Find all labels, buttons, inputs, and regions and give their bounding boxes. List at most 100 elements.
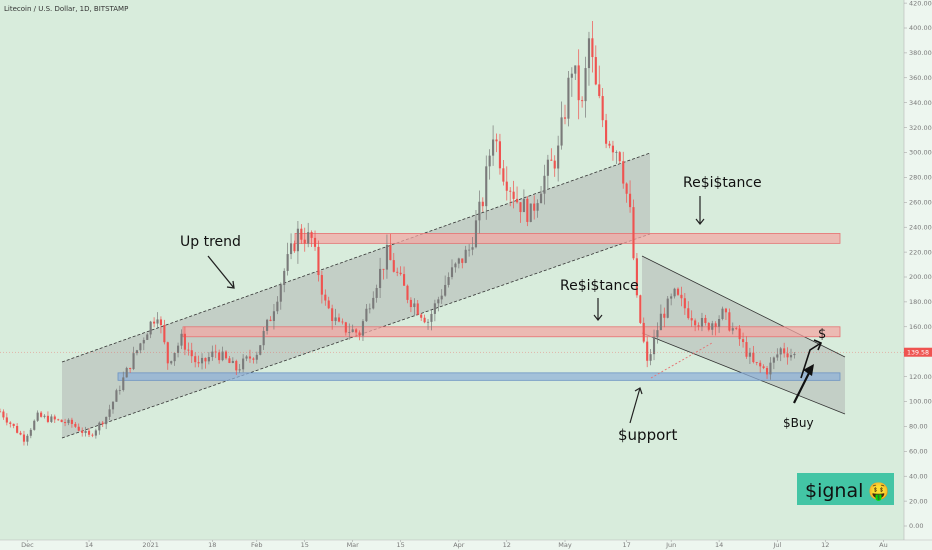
candle-body: [12, 423, 15, 426]
candle-body: [22, 434, 26, 442]
price-zones: [117, 233, 841, 381]
candle-body: [276, 301, 279, 312]
candle-body: [262, 330, 265, 346]
candle-body: [70, 419, 73, 424]
candle-body: [553, 160, 556, 169]
candle: [481, 197, 484, 212]
candle-body: [231, 360, 234, 363]
x-tick-label: Mar: [347, 541, 360, 549]
candle-body: [615, 152, 618, 153]
candle: [495, 133, 498, 153]
candle: [166, 341, 169, 370]
dollar-marker: $: [818, 327, 826, 342]
candle: [444, 275, 447, 297]
candle: [611, 140, 615, 161]
candle-body: [331, 308, 334, 322]
candle: [440, 289, 443, 304]
candle-body: [129, 367, 132, 370]
candle-body: [197, 362, 200, 364]
candle-body: [711, 323, 714, 330]
candle: [214, 344, 217, 359]
candle-body: [105, 416, 108, 425]
candle: [16, 423, 19, 434]
candle-body: [587, 38, 591, 69]
candle: [546, 154, 549, 190]
candle-body: [180, 333, 183, 346]
x-tick-label: May: [558, 541, 572, 549]
candle: [628, 180, 632, 213]
candle: [741, 332, 745, 348]
buy-arrow-head: [803, 364, 814, 376]
candle: [242, 354, 245, 373]
y-tick-label: 400.00: [909, 24, 932, 32]
candle: [289, 233, 293, 260]
candle: [348, 323, 351, 340]
candle: [515, 186, 519, 204]
candle-body: [526, 198, 529, 222]
candle-body: [101, 422, 104, 425]
candle-body: [382, 268, 385, 270]
candle: [700, 312, 704, 332]
candle: [426, 318, 430, 330]
candle-body: [94, 430, 97, 436]
candle-body: [765, 368, 769, 375]
candle: [187, 342, 190, 356]
last-price-marker: 139.58: [0, 347, 932, 357]
candle-body: [153, 321, 156, 324]
candle-body: [111, 401, 115, 410]
candle-body: [310, 232, 313, 238]
candle-body: [570, 73, 573, 78]
candlestick-series: [0, 20, 796, 446]
candle-body: [348, 332, 351, 333]
candle: [714, 321, 717, 336]
candle: [529, 203, 532, 223]
candle: [505, 166, 508, 201]
candle-body: [628, 193, 632, 208]
resistance-upper-label: Re$i$tance: [683, 175, 762, 191]
y-tick-label: 20.00: [909, 497, 928, 505]
candle: [512, 180, 515, 209]
candle: [673, 287, 676, 299]
candle-body: [53, 416, 56, 420]
candle-body: [488, 155, 491, 167]
candle-body: [365, 308, 368, 322]
candle: [53, 414, 56, 424]
candle-body: [440, 295, 443, 300]
candle: [488, 149, 491, 180]
candle-body: [146, 334, 149, 340]
candle-body: [300, 228, 303, 240]
candle-body: [676, 288, 680, 295]
candle: [498, 133, 502, 175]
candle: [690, 310, 693, 327]
candle: [379, 257, 382, 298]
candle: [132, 346, 135, 371]
candle: [447, 272, 450, 288]
candle: [358, 330, 361, 341]
candle: [492, 125, 495, 166]
candle: [454, 262, 457, 273]
candle-body: [450, 267, 454, 278]
candle: [197, 355, 200, 368]
candle: [176, 342, 180, 358]
candle: [153, 317, 156, 328]
candle: [125, 366, 128, 378]
candle: [567, 71, 570, 127]
chart-title: Litecoin / U.S. Dollar, 1D, BITSTAMP: [4, 5, 128, 13]
candle: [618, 151, 621, 164]
candle-body: [84, 430, 87, 433]
candle: [344, 321, 347, 336]
candle: [180, 329, 183, 350]
candle: [765, 365, 769, 379]
candle: [793, 351, 796, 359]
candle-body: [385, 244, 389, 270]
candle-body: [509, 190, 512, 192]
y-tick-label: 40.00: [909, 472, 928, 480]
candle-body: [457, 258, 460, 264]
candle: [584, 56, 587, 118]
candle-body: [625, 183, 628, 194]
candle-body: [471, 247, 474, 250]
candle: [331, 304, 334, 330]
candle-body: [522, 198, 525, 213]
y-tick-label: 360.00: [909, 74, 932, 82]
candle: [526, 196, 529, 227]
